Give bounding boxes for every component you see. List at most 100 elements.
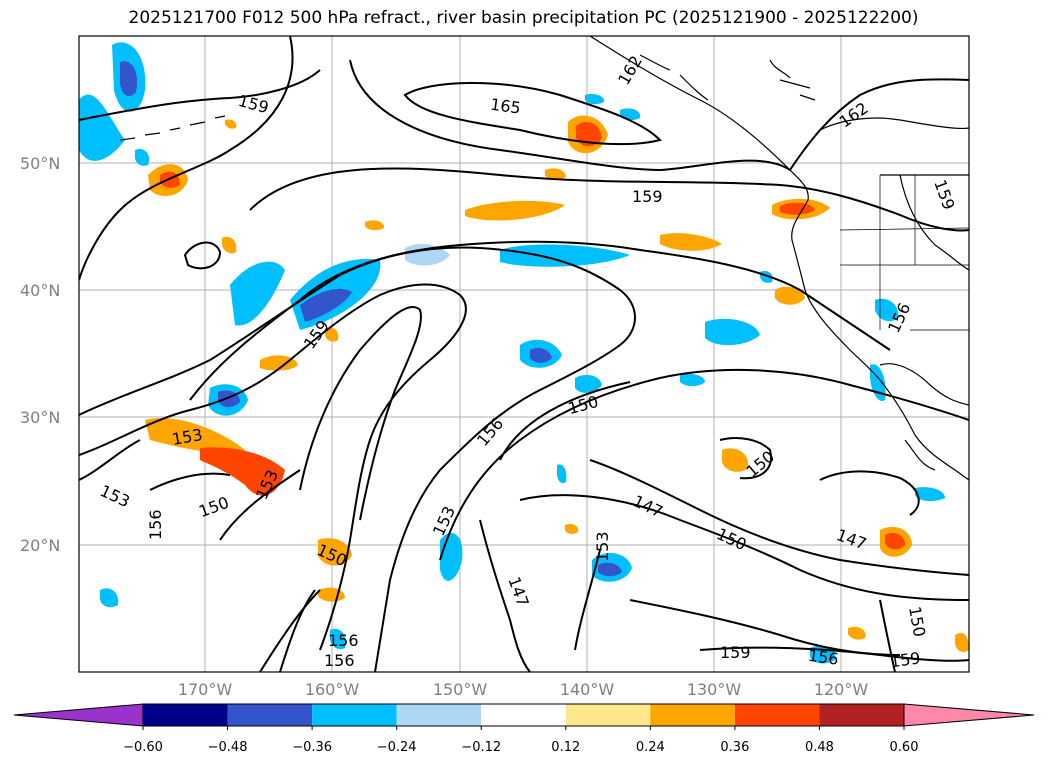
- contour-162: [789, 78, 969, 171]
- precip-blob: [556, 464, 567, 484]
- contour-label: 159: [720, 643, 751, 662]
- contour-label: 153: [593, 531, 612, 562]
- contour-159: [79, 69, 321, 121]
- contour-156: [79, 246, 636, 672]
- contour-159: [249, 167, 969, 232]
- colorbar-tick-label: −0.60: [123, 740, 163, 755]
- contour-165: [403, 82, 662, 146]
- precip-blob: [875, 298, 899, 322]
- contour-147: [479, 519, 531, 672]
- lon-label-140w: 140°W: [560, 680, 615, 699]
- colorbar-tick-label: −0.36: [292, 740, 332, 755]
- precip-blob: [260, 355, 298, 371]
- contour-label: 156: [146, 509, 165, 540]
- colorbar-swatch: [565, 704, 651, 726]
- precip-blob: [680, 373, 705, 387]
- precip-blob: [330, 628, 346, 650]
- precip-blob: [585, 93, 605, 105]
- colorbar-swatch: [734, 704, 820, 726]
- colorbar-swatch: [143, 704, 228, 726]
- colorbar-tick-label: 0.36: [720, 740, 749, 755]
- precip-positive-blobs: [145, 115, 969, 653]
- precip-blob: [100, 588, 119, 608]
- contour-162: [349, 59, 791, 172]
- precip-blob: [318, 538, 352, 566]
- precip-blob: [222, 236, 237, 254]
- precip-blob: [134, 149, 150, 166]
- contour-150: [149, 472, 231, 491]
- colorbar-extend-high: [903, 703, 1035, 727]
- contour-156: [79, 439, 141, 481]
- colorbar: −0.60 −0.48 −0.36 −0.24 −0.12 0.12 0.24 0.36 0.4…: [13, 703, 1035, 755]
- precip-blob: [915, 487, 945, 502]
- lon-label-120w: 120°W: [814, 680, 869, 699]
- contour-159: [183, 241, 222, 270]
- colorbar-tick-label: 0.60: [890, 740, 919, 755]
- precip-blob: [325, 328, 339, 342]
- lat-label-40n: 40°N: [20, 281, 60, 300]
- precip-blob: [79, 94, 125, 161]
- colorbar-outline: [142, 703, 905, 727]
- colorbar-swatch: [650, 704, 735, 726]
- contour-153: [439, 368, 969, 561]
- colorbar-swatch: [312, 704, 397, 726]
- colorbar-tick-label: 0.48: [805, 740, 834, 755]
- colorbar-tick-label: −0.24: [377, 740, 417, 755]
- lat-label-30n: 30°N: [20, 408, 60, 427]
- colorbar-tick-label: 0.12: [551, 740, 580, 755]
- contour-label: 156: [324, 651, 355, 670]
- map-title: 2025121700 F012 500 hPa refract., river …: [128, 8, 919, 28]
- precip-blob: [530, 347, 552, 363]
- lat-label-50n: 50°N: [20, 154, 60, 173]
- precip-blob: [365, 220, 385, 231]
- lon-label-150w: 150°W: [433, 680, 488, 699]
- colorbar-swatch: [481, 704, 566, 726]
- lon-label-130w: 130°W: [687, 680, 742, 699]
- precip-negative-blobs: [79, 42, 945, 664]
- precip-blob: [465, 200, 565, 221]
- precip-blob: [545, 168, 566, 180]
- colorbar-tick-label: 0.24: [636, 740, 665, 755]
- colorbar-extend-low: [13, 703, 144, 727]
- contour-159: [699, 646, 969, 662]
- latitude-labels: 50°N 40°N 30°N 20°N: [20, 154, 60, 555]
- contour-label: 165: [489, 95, 522, 118]
- precip-blob: [885, 533, 905, 550]
- colorbar-tick-label: −0.12: [461, 740, 501, 755]
- precip-blob: [120, 61, 138, 96]
- contour-153: [219, 469, 301, 541]
- contour-label: 156: [807, 646, 840, 669]
- colorbar-swatch: [227, 704, 313, 726]
- precip-blob: [225, 119, 237, 129]
- lon-label-160w: 160°W: [305, 680, 360, 699]
- precip-blob: [722, 448, 749, 472]
- precip-blob: [660, 233, 722, 251]
- precip-blob: [576, 122, 602, 147]
- lon-label-170w: 170°W: [178, 680, 233, 699]
- contour-147: [279, 589, 316, 672]
- contour-147: [819, 470, 920, 516]
- precip-blob: [300, 288, 352, 322]
- colorbar-swatch: [396, 704, 482, 726]
- contour-153: [79, 283, 467, 651]
- lat-label-20n: 20°N: [20, 536, 60, 555]
- contour-label: 156: [328, 631, 359, 650]
- precip-blob: [775, 286, 805, 305]
- precip-blob: [500, 244, 630, 267]
- contour-153: [574, 549, 601, 651]
- precip-blob: [598, 562, 622, 577]
- contour-label: 159: [632, 187, 663, 206]
- precip-blob: [145, 418, 245, 453]
- contour-150: [879, 599, 896, 672]
- precip-blob: [705, 318, 760, 346]
- precip-blob: [565, 523, 579, 534]
- contour-150: [519, 494, 969, 601]
- precip-blob: [780, 202, 815, 215]
- contour-159: [79, 36, 294, 281]
- colorbar-swatch: [819, 704, 904, 726]
- precip-blob: [848, 626, 866, 640]
- longitude-labels: 170°W 160°W 150°W 140°W 130°W 120°W: [178, 680, 869, 699]
- contour-label: 159: [889, 648, 922, 671]
- contour-147: [589, 459, 969, 576]
- precip-blob: [575, 374, 602, 393]
